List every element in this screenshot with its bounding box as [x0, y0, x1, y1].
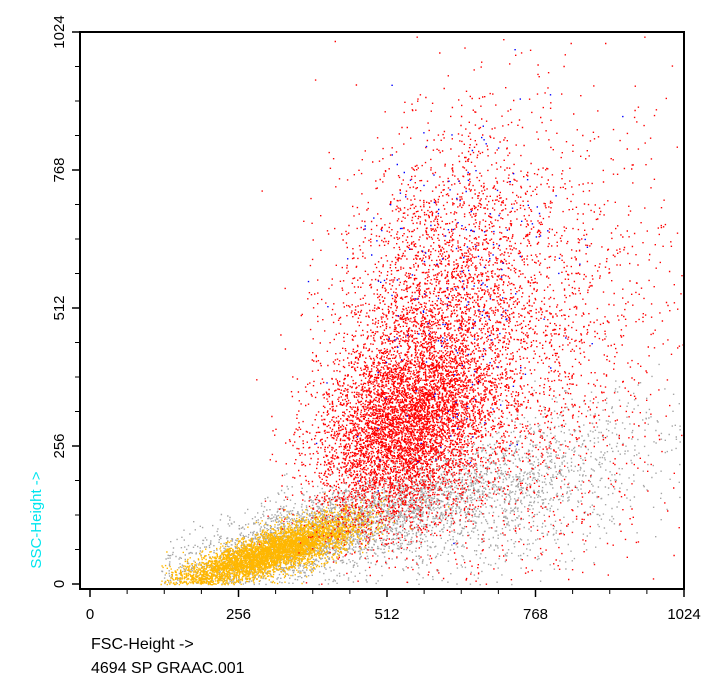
x-tick-label: 1024 [667, 606, 700, 623]
scatter-series-1 [160, 492, 450, 586]
scatter-points-2 [256, 36, 685, 585]
scatter-plot: 0 256 512 768 1024 0 256 512 768 1024 SSC-Height… [28, 15, 701, 623]
plot-frame [79, 31, 685, 590]
scatter-points-1 [160, 492, 450, 586]
y-tick-label: 256 [51, 433, 68, 458]
y-axis: 0 256 512 768 1024 [51, 15, 80, 588]
x-tick-label: 512 [374, 606, 399, 623]
scatter-points-0 [161, 335, 681, 586]
y-tick-label: 0 [51, 580, 68, 588]
x-tick-label: 768 [523, 606, 548, 623]
scatter-series-0 [161, 335, 681, 586]
x-tick-label: 0 [86, 606, 94, 623]
x-tick-label: 256 [226, 606, 251, 623]
scatter-points-3 [307, 49, 624, 545]
x-axis-label: FSC-Height -> [91, 636, 194, 653]
x-axis: 0 256 512 768 1024 [86, 589, 701, 623]
scatter-series-3 [307, 49, 624, 545]
scatter-series-2 [256, 36, 685, 585]
file-label: 4694 SP GRAAC.001 [91, 660, 245, 677]
data-points [160, 36, 685, 586]
y-tick-label: 768 [51, 157, 68, 182]
y-tick-label: 512 [51, 295, 68, 320]
y-axis-label: SSC-Height -> [28, 471, 45, 568]
y-tick-label: 1024 [51, 15, 68, 48]
